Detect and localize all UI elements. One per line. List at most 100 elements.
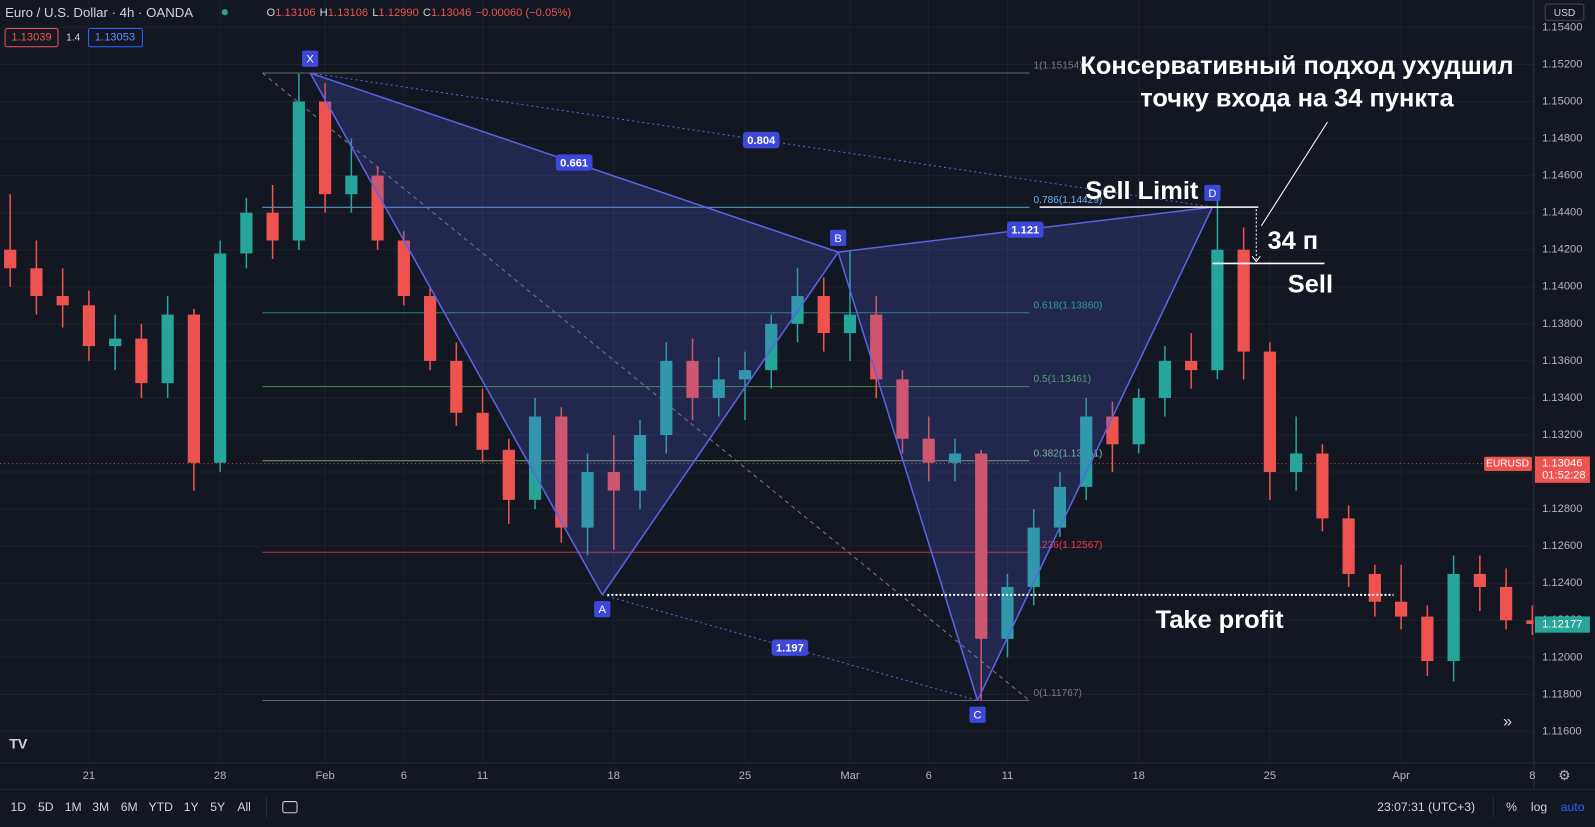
candle-body [975,453,988,639]
ratio-label: 0.661 [560,158,588,170]
ask: 1.13053 [95,32,135,44]
range-button[interactable]: 3M [92,800,109,814]
x-tick-label: 18 [608,770,620,782]
candle-body [1368,573,1381,602]
range-button[interactable]: 1M [65,800,82,814]
candle-body [135,338,148,384]
ratio-label: 0.804 [747,135,776,147]
y-tick-label: 1.14600 [1542,170,1582,182]
ratio-badge [771,639,809,656]
x-tick-label: 6 [401,770,407,782]
range-button[interactable]: All [237,800,251,814]
candle-body [214,253,227,463]
y-tick-label: 1.14800 [1542,133,1582,145]
countdown: 01:52:28 [1542,470,1586,482]
y-tick-label: 1.12000 [1542,651,1582,663]
scale-option[interactable]: % [1506,800,1517,814]
y-tick-label: 1.13400 [1542,392,1582,404]
x-tick-label: Mar [840,770,860,782]
candle-body [1080,416,1093,487]
candle-body [686,360,699,398]
pattern-leg [837,251,979,701]
range-button[interactable]: 6M [121,800,138,814]
candle-body [319,101,332,195]
y-tick-label: 1.15400 [1542,21,1582,33]
candle-body [1447,573,1460,662]
pattern-area [310,72,839,595]
candle-body [161,314,174,384]
fib-label: 0.618(1.13860) [1033,300,1102,311]
candle-body [1185,360,1198,371]
y-tick-label: 1.11800 [1542,688,1582,700]
ohlc-value: 1.12990 [378,7,418,19]
range-button[interactable]: 1D [11,800,27,814]
symbol-badge [1484,456,1532,471]
range-button[interactable]: 5Y [210,800,225,814]
ratio-badge [1006,221,1044,238]
currency: USD [1554,8,1575,19]
last-price-badge [1534,456,1590,483]
scale-option[interactable]: auto [1561,800,1585,814]
pattern-leg [601,251,839,596]
range-button[interactable]: 1Y [184,800,199,814]
legend: Euro / U.S. Dollar · 4h · OANDA [5,5,193,20]
candle-body [292,101,305,241]
bid-box[interactable] [4,27,59,48]
fib-trend-line [262,72,1030,701]
y-tick-label: 1.14400 [1542,207,1582,219]
y-tick-label: 1.15000 [1542,95,1582,107]
last-price-label: 1.13046 [1542,457,1582,469]
candle-body [1132,397,1145,445]
y-tick-label: 1.12400 [1542,577,1582,589]
range-button[interactable]: YTD [149,800,174,814]
distance-label: 34 п [1267,227,1318,255]
sell-label: Sell [1288,271,1333,299]
ohlc-key: H [320,7,328,19]
currency-box[interactable] [1544,3,1585,21]
candle-body [397,240,410,297]
ask-box[interactable] [87,27,143,48]
scroll-button[interactable]: » [1503,713,1512,731]
scale-option[interactable]: log [1531,800,1547,814]
x-tick-label: 11 [1002,770,1014,782]
settings-icon[interactable]: ⚙ [1558,768,1571,784]
clock: 23:07:31 (UTC+3) [1377,800,1475,814]
candle-body [948,453,962,463]
candle-body [187,314,200,463]
candle-body [765,323,778,371]
y-tick-label: 1.12600 [1542,540,1582,552]
candle-body [1290,453,1303,473]
candle-body [371,175,384,241]
candle-body [555,416,568,528]
compare-icon[interactable] [282,801,298,814]
candle-body [817,296,830,334]
pattern-area [838,207,1213,701]
y-tick-label: 1.13600 [1542,355,1582,367]
candle-body [109,338,122,347]
logo: TV [9,736,28,752]
ratio-label: 1.197 [776,643,804,655]
fib-label: 0.382(1.13061) [1033,448,1102,459]
fib-label: 0.786(1.14429) [1033,195,1102,206]
candle-body [660,360,673,435]
candle-body [1053,486,1067,528]
y-tick-label: 1.13800 [1542,318,1582,330]
pattern-leg [976,206,1214,701]
symbol-label: EURUSD [1486,459,1529,470]
candle-body [1395,601,1408,617]
ratio-badge [742,131,780,149]
y-tick-label: 1.12800 [1542,503,1582,515]
y-tick-label: 1.14000 [1542,281,1582,293]
x-tick-label: 18 [1132,770,1144,782]
pattern-leg [309,72,603,596]
y-tick-label: 1.14200 [1542,244,1582,256]
ratio-label: 1.121 [1011,225,1039,237]
candle-body [1263,351,1276,473]
pattern-point-label: D [1208,188,1216,200]
ratio-badge [555,154,593,171]
range-button[interactable]: 5D [38,800,54,814]
sell-limit-label: Sell Limit [1085,177,1199,205]
candle-body [82,305,96,347]
